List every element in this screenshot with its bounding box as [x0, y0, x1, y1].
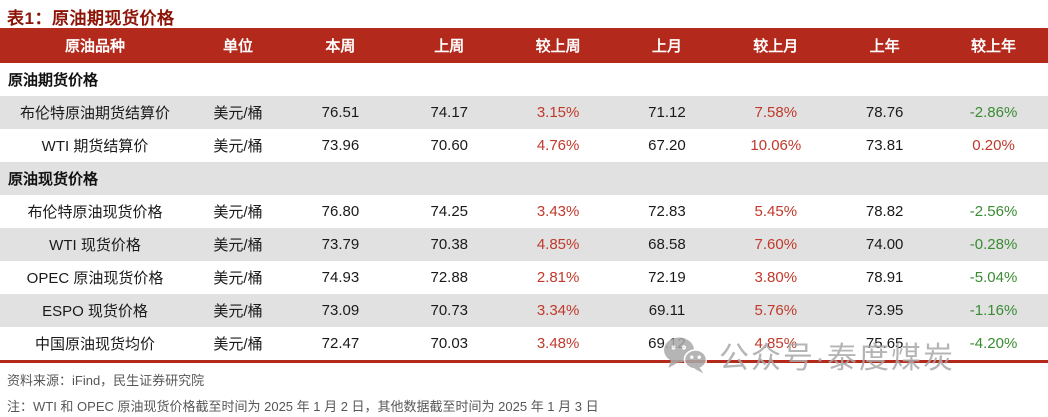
value-cell: 73.09	[321, 302, 360, 319]
value-cell: 72.88	[430, 269, 469, 286]
table-row-brent-spot: 布伦特原油现货价格 美元/桶 76.80 74.25 3.43% 72.83 5…	[0, 195, 1048, 228]
header-last-year: 上年	[830, 28, 940, 63]
value-cell: 70.03	[430, 335, 469, 352]
pct-cell: 2.81%	[536, 269, 580, 286]
product-name-cell: ESPO 现货价格	[42, 303, 148, 320]
table-row-china-spot: 中国原油现货均价 美元/桶 72.47 70.03 3.48% 69.12 4.…	[0, 327, 1048, 362]
value-cell: 68.58	[648, 236, 686, 253]
pct-cell: -5.04%	[969, 269, 1018, 286]
table-footer: 资料来源：iFind，民生证券研究院 注：WTI 和 OPEC 原油现货价格截至…	[0, 363, 1048, 415]
section-label: 原油现货价格	[8, 171, 99, 188]
pct-cell: 5.76%	[754, 302, 798, 319]
pct-cell: 4.76%	[536, 137, 580, 154]
value-cell: 74.25	[430, 203, 469, 220]
table-header-row: 原油品种 单位 本周 上周 较上周 上月 较上月 上年 较上年	[0, 28, 1048, 63]
value-cell: 74.93	[321, 269, 360, 286]
value-cell: 72.47	[321, 335, 360, 352]
value-cell: 78.76	[865, 104, 904, 121]
value-cell: 76.51	[321, 104, 360, 121]
header-product: 原油品种	[0, 28, 190, 63]
value-cell: 78.82	[865, 203, 904, 220]
pct-cell: 7.58%	[754, 104, 798, 121]
table-row-wti-spot: WTI 现货价格 美元/桶 73.79 70.38 4.85% 68.58 7.…	[0, 228, 1048, 261]
pct-cell: 4.85%	[754, 335, 798, 352]
value-cell: 69.12	[648, 335, 686, 352]
source-note: 资料来源：iFind，民生证券研究院	[7, 373, 205, 388]
value-cell: 73.79	[321, 236, 360, 253]
unit-cell: 美元/桶	[213, 105, 263, 122]
value-cell: 73.95	[865, 302, 904, 319]
value-cell: 70.38	[430, 236, 469, 253]
pct-cell: -1.16%	[969, 302, 1018, 319]
header-vs-last-year: 较上年	[939, 28, 1048, 63]
unit-cell: 美元/桶	[213, 138, 263, 155]
value-cell: 67.20	[648, 137, 686, 154]
header-vs-last-week: 较上周	[503, 28, 613, 63]
pct-cell: -2.56%	[969, 203, 1018, 220]
pct-cell: 3.48%	[536, 335, 580, 352]
table-row-opec-spot: OPEC 原油现货价格 美元/桶 74.93 72.88 2.81% 72.19…	[0, 261, 1048, 294]
header-last-month: 上月	[612, 28, 722, 63]
value-cell: 72.19	[648, 269, 686, 286]
product-name-cell: 布伦特原油现货价格	[27, 204, 163, 221]
table-row-wti-futures: WTI 期货结算价 美元/桶 73.96 70.60 4.76% 67.20 1…	[0, 129, 1048, 162]
header-last-week: 上周	[394, 28, 504, 63]
product-name-cell: 中国原油现货均价	[34, 336, 155, 353]
unit-cell: 美元/桶	[213, 204, 263, 221]
unit-cell: 美元/桶	[213, 237, 263, 254]
pct-cell: 5.45%	[754, 203, 798, 220]
product-name-cell: WTI 期货结算价	[41, 138, 149, 155]
header-unit: 单位	[190, 28, 286, 63]
header-this-week: 本周	[286, 28, 395, 63]
value-cell: 73.81	[865, 137, 904, 154]
product-name-cell: 布伦特原油期货结算价	[19, 105, 170, 122]
product-name-cell: WTI 现货价格	[49, 237, 141, 254]
value-cell: 74.17	[430, 104, 469, 121]
header-vs-last-month: 较上月	[721, 28, 831, 63]
pct-cell: 3.34%	[536, 302, 580, 319]
pct-cell: -0.28%	[969, 236, 1018, 253]
value-cell: 69.11	[648, 302, 686, 319]
value-cell: 72.83	[648, 203, 686, 220]
unit-cell: 美元/桶	[213, 336, 263, 353]
pct-cell: 7.60%	[754, 236, 798, 253]
table-row-brent-futures: 布伦特原油期货结算价 美元/桶 76.51 74.17 3.15% 71.12 …	[0, 96, 1048, 129]
value-cell: 76.80	[321, 203, 360, 220]
product-name-cell: OPEC 原油现货价格	[26, 270, 164, 287]
value-cell: 70.60	[430, 137, 469, 154]
unit-cell: 美元/桶	[213, 270, 263, 287]
data-cutoff-note: 注：WTI 和 OPEC 原油现货价格截至时间为 2025 年 1 月 2 日，…	[7, 399, 599, 414]
value-cell: 74.00	[865, 236, 904, 253]
value-cell: 75.65	[865, 335, 904, 352]
section-label: 原油期货价格	[8, 72, 99, 89]
pct-cell: 3.15%	[536, 104, 580, 121]
unit-cell: 美元/桶	[213, 303, 263, 320]
pct-cell: 3.80%	[754, 269, 798, 286]
value-cell: 73.96	[321, 137, 360, 154]
value-cell: 70.73	[430, 302, 469, 319]
table-row-espo-spot: ESPO 现货价格 美元/桶 73.09 70.73 3.34% 69.11 5…	[0, 294, 1048, 327]
pct-cell: 0.20%	[972, 137, 1015, 154]
pct-cell: -2.86%	[969, 104, 1018, 121]
table-title: 表1：原油期现货价格	[7, 9, 175, 28]
pct-cell: 3.43%	[536, 203, 580, 220]
pct-cell: 10.06%	[750, 137, 802, 154]
pct-cell: -4.20%	[969, 335, 1018, 352]
section-row-futures: 原油期货价格	[0, 63, 1048, 96]
oil-price-table: 原油品种 单位 本周 上周 较上周 上月 较上月 上年 较上年 原油期货价格 布…	[0, 28, 1048, 363]
section-row-spot: 原油现货价格	[0, 162, 1048, 195]
pct-cell: 4.85%	[536, 236, 580, 253]
value-cell: 71.12	[648, 104, 686, 121]
value-cell: 78.91	[865, 269, 904, 286]
